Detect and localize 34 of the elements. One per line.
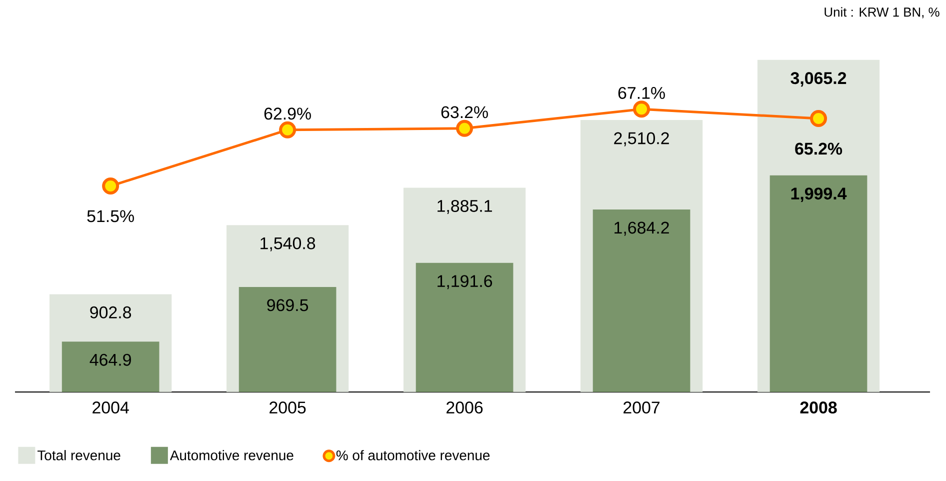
- bar: [62, 342, 160, 392]
- data-label: 464.9: [90, 354, 131, 366]
- data-label: 1,191.6: [438, 275, 492, 290]
- data-label: 2,510.2: [614, 132, 669, 146]
- data-label: 1,684.2: [614, 222, 669, 236]
- x-tick-label: 2008: [800, 402, 837, 414]
- legend-label: Automotive revenue: [170, 450, 294, 460]
- point: [279, 121, 296, 138]
- legend-label: % of automotive revenue: [336, 450, 490, 460]
- legend-label: Total revenue: [37, 450, 120, 460]
- point: [456, 120, 474, 137]
- data-label: 969.5: [267, 299, 308, 312]
- x-tick-label: 2007: [624, 402, 660, 414]
- data-label: 67.1%: [618, 86, 665, 99]
- point: [810, 110, 828, 128]
- data-label: 1,999.4: [791, 188, 847, 202]
- data-label: 63.2%: [441, 106, 488, 118]
- x-tick-label: 2006: [446, 402, 483, 414]
- x-tick-label: 2004: [92, 402, 129, 414]
- bar: [770, 175, 868, 392]
- x-tick-label: 2005: [270, 402, 306, 414]
- data-label: 1,885.1: [438, 200, 492, 214]
- bar: [416, 262, 514, 392]
- data-label: 65.2%: [795, 142, 842, 155]
- data-label: 51.5%: [87, 210, 134, 222]
- text: Unit : KRW 1 BN, %: [824, 7, 940, 18]
- bar: [238, 286, 336, 392]
- bar: [592, 210, 690, 392]
- data-label: 62.9%: [264, 108, 311, 120]
- data-label: 1,540.8: [260, 237, 316, 252]
- point: [633, 100, 650, 118]
- data-label: 3,065.2: [790, 72, 846, 87]
- point: [102, 178, 120, 195]
- data-label: 902.8: [90, 306, 132, 318]
